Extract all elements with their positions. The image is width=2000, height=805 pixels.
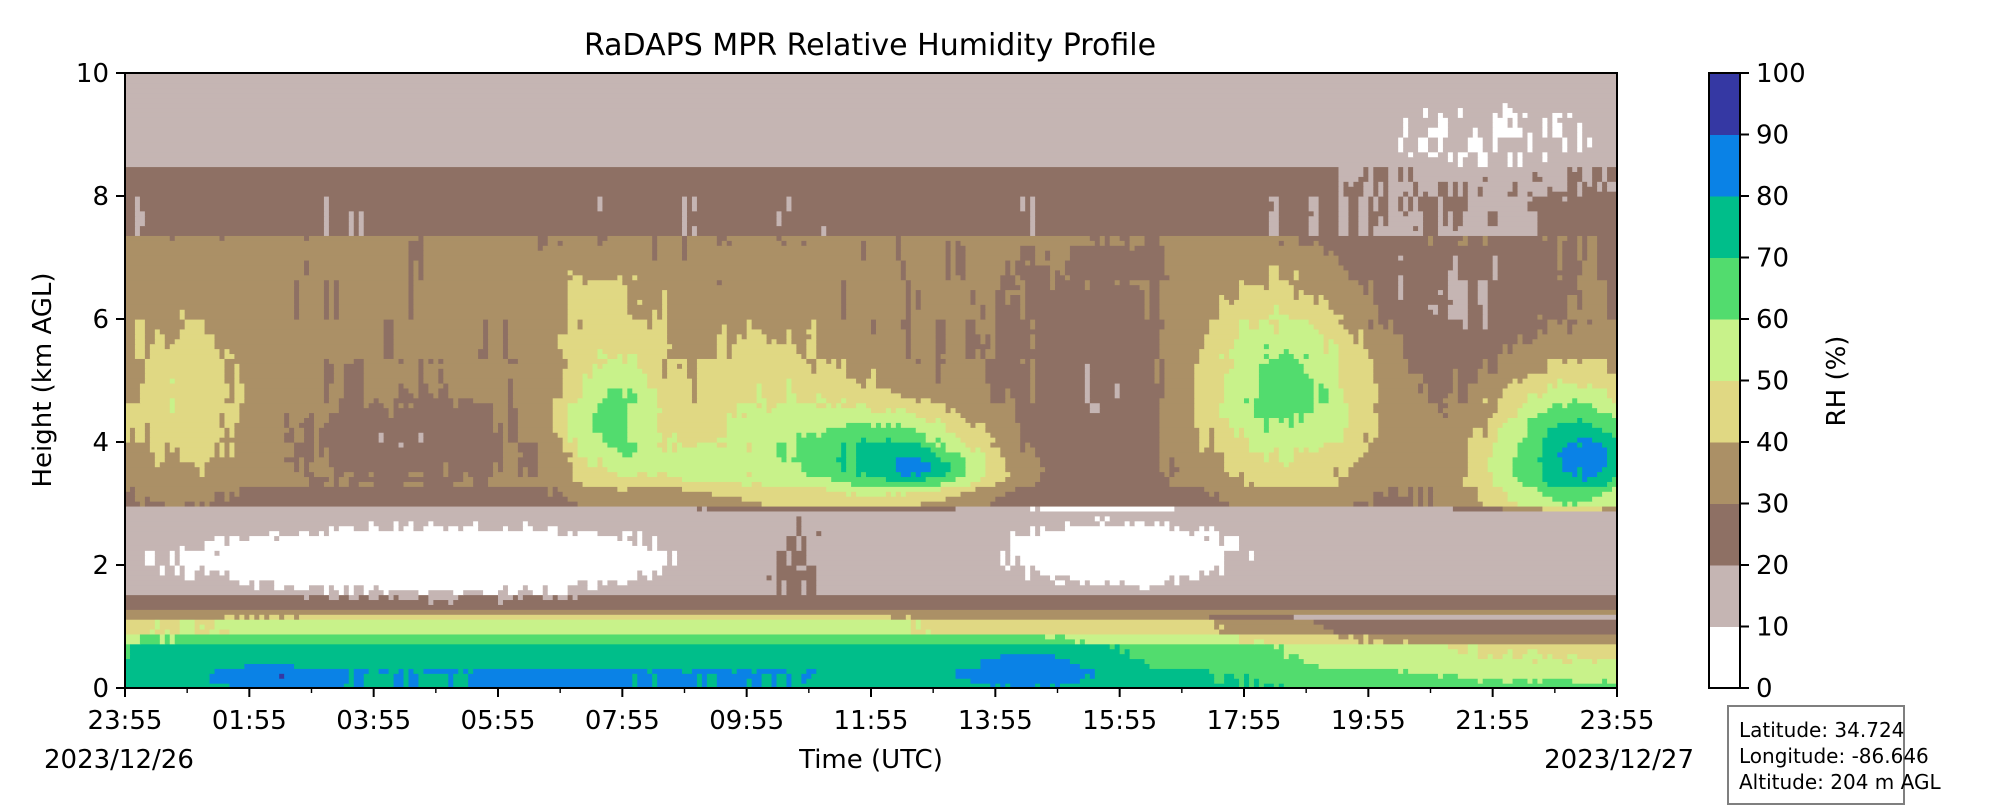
station-info-box: Latitude: 34.724 Longitude: -86.646 Alti… <box>1727 705 1941 805</box>
colorbar-swatch <box>1709 319 1740 381</box>
colorbar-tick-label: 100 <box>1756 59 1806 89</box>
colorbar-tick-label: 10 <box>1756 613 1789 643</box>
x-tick-label: 23:55 <box>88 706 163 736</box>
y-tick-label: 4 <box>92 428 109 458</box>
rh-contour-fill <box>125 73 1617 688</box>
colorbar-swatch <box>1709 73 1740 135</box>
colorbar-swatch <box>1709 134 1740 197</box>
colorbar-tick-label: 50 <box>1756 367 1789 397</box>
x-tick-label: 17:55 <box>1207 706 1282 736</box>
colorbar-tick-label: 20 <box>1756 551 1789 581</box>
longitude-text: Longitude: -86.646 <box>1739 744 1929 768</box>
colorbar-swatch <box>1709 380 1740 443</box>
x-tick-label: 19:55 <box>1331 706 1406 736</box>
y-axis-label: Height (km AGL) <box>28 272 58 487</box>
colorbar-tick-label: 60 <box>1756 305 1789 335</box>
x-tick-label: 15:55 <box>1082 706 1157 736</box>
colorbar-tick-label: 80 <box>1756 182 1789 212</box>
x-tick-label: 07:55 <box>585 706 660 736</box>
colorbar-tick-label: 70 <box>1756 244 1789 274</box>
x-tick-label: 09:55 <box>709 706 784 736</box>
end-date-label: 2023/12/27 <box>1544 745 1694 775</box>
colorbar-swatch <box>1709 196 1740 258</box>
colorbar-swatch <box>1709 626 1740 689</box>
y-tick-label: 8 <box>92 182 109 212</box>
x-tick-label: 05:55 <box>461 706 536 736</box>
x-axis: 23:55 01:55 03:55 05:55 07:55 09:55 11:55 13:55… <box>88 688 1655 736</box>
colorbar-label: RH (%) <box>1822 336 1852 427</box>
y-tick-label: 2 <box>92 551 109 581</box>
colorbar-swatch <box>1709 442 1740 504</box>
colorbar-tick-label: 30 <box>1756 490 1789 520</box>
chart-title: RaDAPS MPR Relative Humidity Profile <box>584 28 1156 63</box>
x-tick-label: 01:55 <box>212 706 287 736</box>
x-tick-label: 21:55 <box>1455 706 1530 736</box>
latitude-text: Latitude: 34.724 <box>1739 718 1905 742</box>
x-axis-label: Time (UTC) <box>798 745 943 775</box>
x-tick-label: 11:55 <box>834 706 909 736</box>
plot-area <box>125 73 1617 688</box>
colorbar-swatch <box>1709 503 1740 566</box>
y-axis: 0 2 4 6 8 10 <box>76 59 125 704</box>
start-date-label: 2023/12/26 <box>44 745 194 775</box>
altitude-text: Altitude: 204 m AGL <box>1739 770 1941 794</box>
colorbar-tick-label: 40 <box>1756 428 1789 458</box>
colorbar-tick-label: 90 <box>1756 121 1789 151</box>
y-tick-label: 6 <box>92 305 109 335</box>
colorbar-swatch <box>1709 565 1740 627</box>
x-tick-label: 03:55 <box>336 706 411 736</box>
y-tick-label: 0 <box>92 674 109 704</box>
colorbar-swatch <box>1709 257 1740 320</box>
x-tick-label: 23:55 <box>1580 706 1655 736</box>
x-tick-label: 13:55 <box>958 706 1033 736</box>
colorbar-tick-label: 0 <box>1756 674 1773 704</box>
colorbar: 0 10 20 30 40 50 60 70 80 90 100 <box>1708 59 1806 704</box>
y-tick-label: 10 <box>76 59 109 89</box>
